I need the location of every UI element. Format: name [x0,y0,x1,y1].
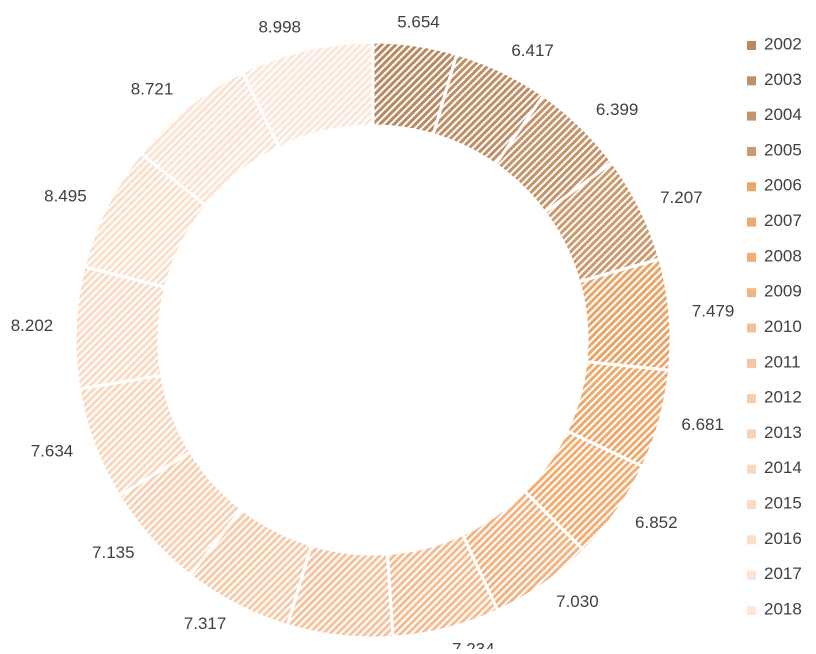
data-label: 8.495 [44,187,87,206]
data-label: 6.399 [596,100,639,119]
data-label: 6.417 [511,41,554,60]
data-label: 6.852 [635,513,678,532]
legend-marker [747,535,756,545]
data-label: 7.207 [660,188,703,207]
legend-label: 2012 [764,388,802,407]
legend-label: 2008 [764,246,802,265]
donut-segment [240,40,375,150]
data-label: 5.654 [397,13,440,32]
data-label: 8.721 [131,79,174,98]
legend-label: 2013 [764,423,802,442]
legend-marker [747,146,756,156]
legend-marker [747,464,756,474]
legend-marker [747,429,756,439]
legend-label: 2014 [764,458,802,477]
legend-label: 2015 [764,494,802,513]
legend-label: 2010 [764,317,802,336]
legend-label: 2006 [764,176,802,195]
legend-marker [747,288,756,298]
data-label: 8.202 [11,316,54,335]
legend-marker [747,182,756,192]
legend-label: 2007 [764,211,802,230]
legend-marker [747,606,756,615]
legend-marker [747,500,756,510]
legend-marker [747,570,756,580]
legend-marker [747,323,756,333]
legend-label: 2017 [764,564,802,583]
legend-label: 2011 [764,352,801,371]
legend-marker [747,252,756,262]
legend-label: 2018 [764,599,802,618]
legend-label: 2009 [764,282,802,301]
data-label: 8.998 [258,18,301,37]
legend-marker [747,41,756,50]
data-label: 7.479 [692,302,735,321]
data-label: 7.135 [92,543,135,562]
legend-marker [747,217,756,227]
data-label: 6.681 [681,415,724,434]
data-label: 7.317 [184,614,227,633]
legend-label: 2003 [764,70,802,89]
data-label: 7.030 [556,592,599,611]
legend-label: 2002 [764,34,802,53]
data-label: 7.234 [452,640,495,649]
data-label: 7.634 [31,442,74,461]
legend-label: 2004 [764,105,802,124]
legend-marker [747,111,756,121]
legend-marker [747,394,756,404]
legend-marker [747,358,756,368]
legend-marker [747,76,756,86]
legend-label: 2005 [764,140,802,159]
legend-label: 2016 [764,529,802,548]
